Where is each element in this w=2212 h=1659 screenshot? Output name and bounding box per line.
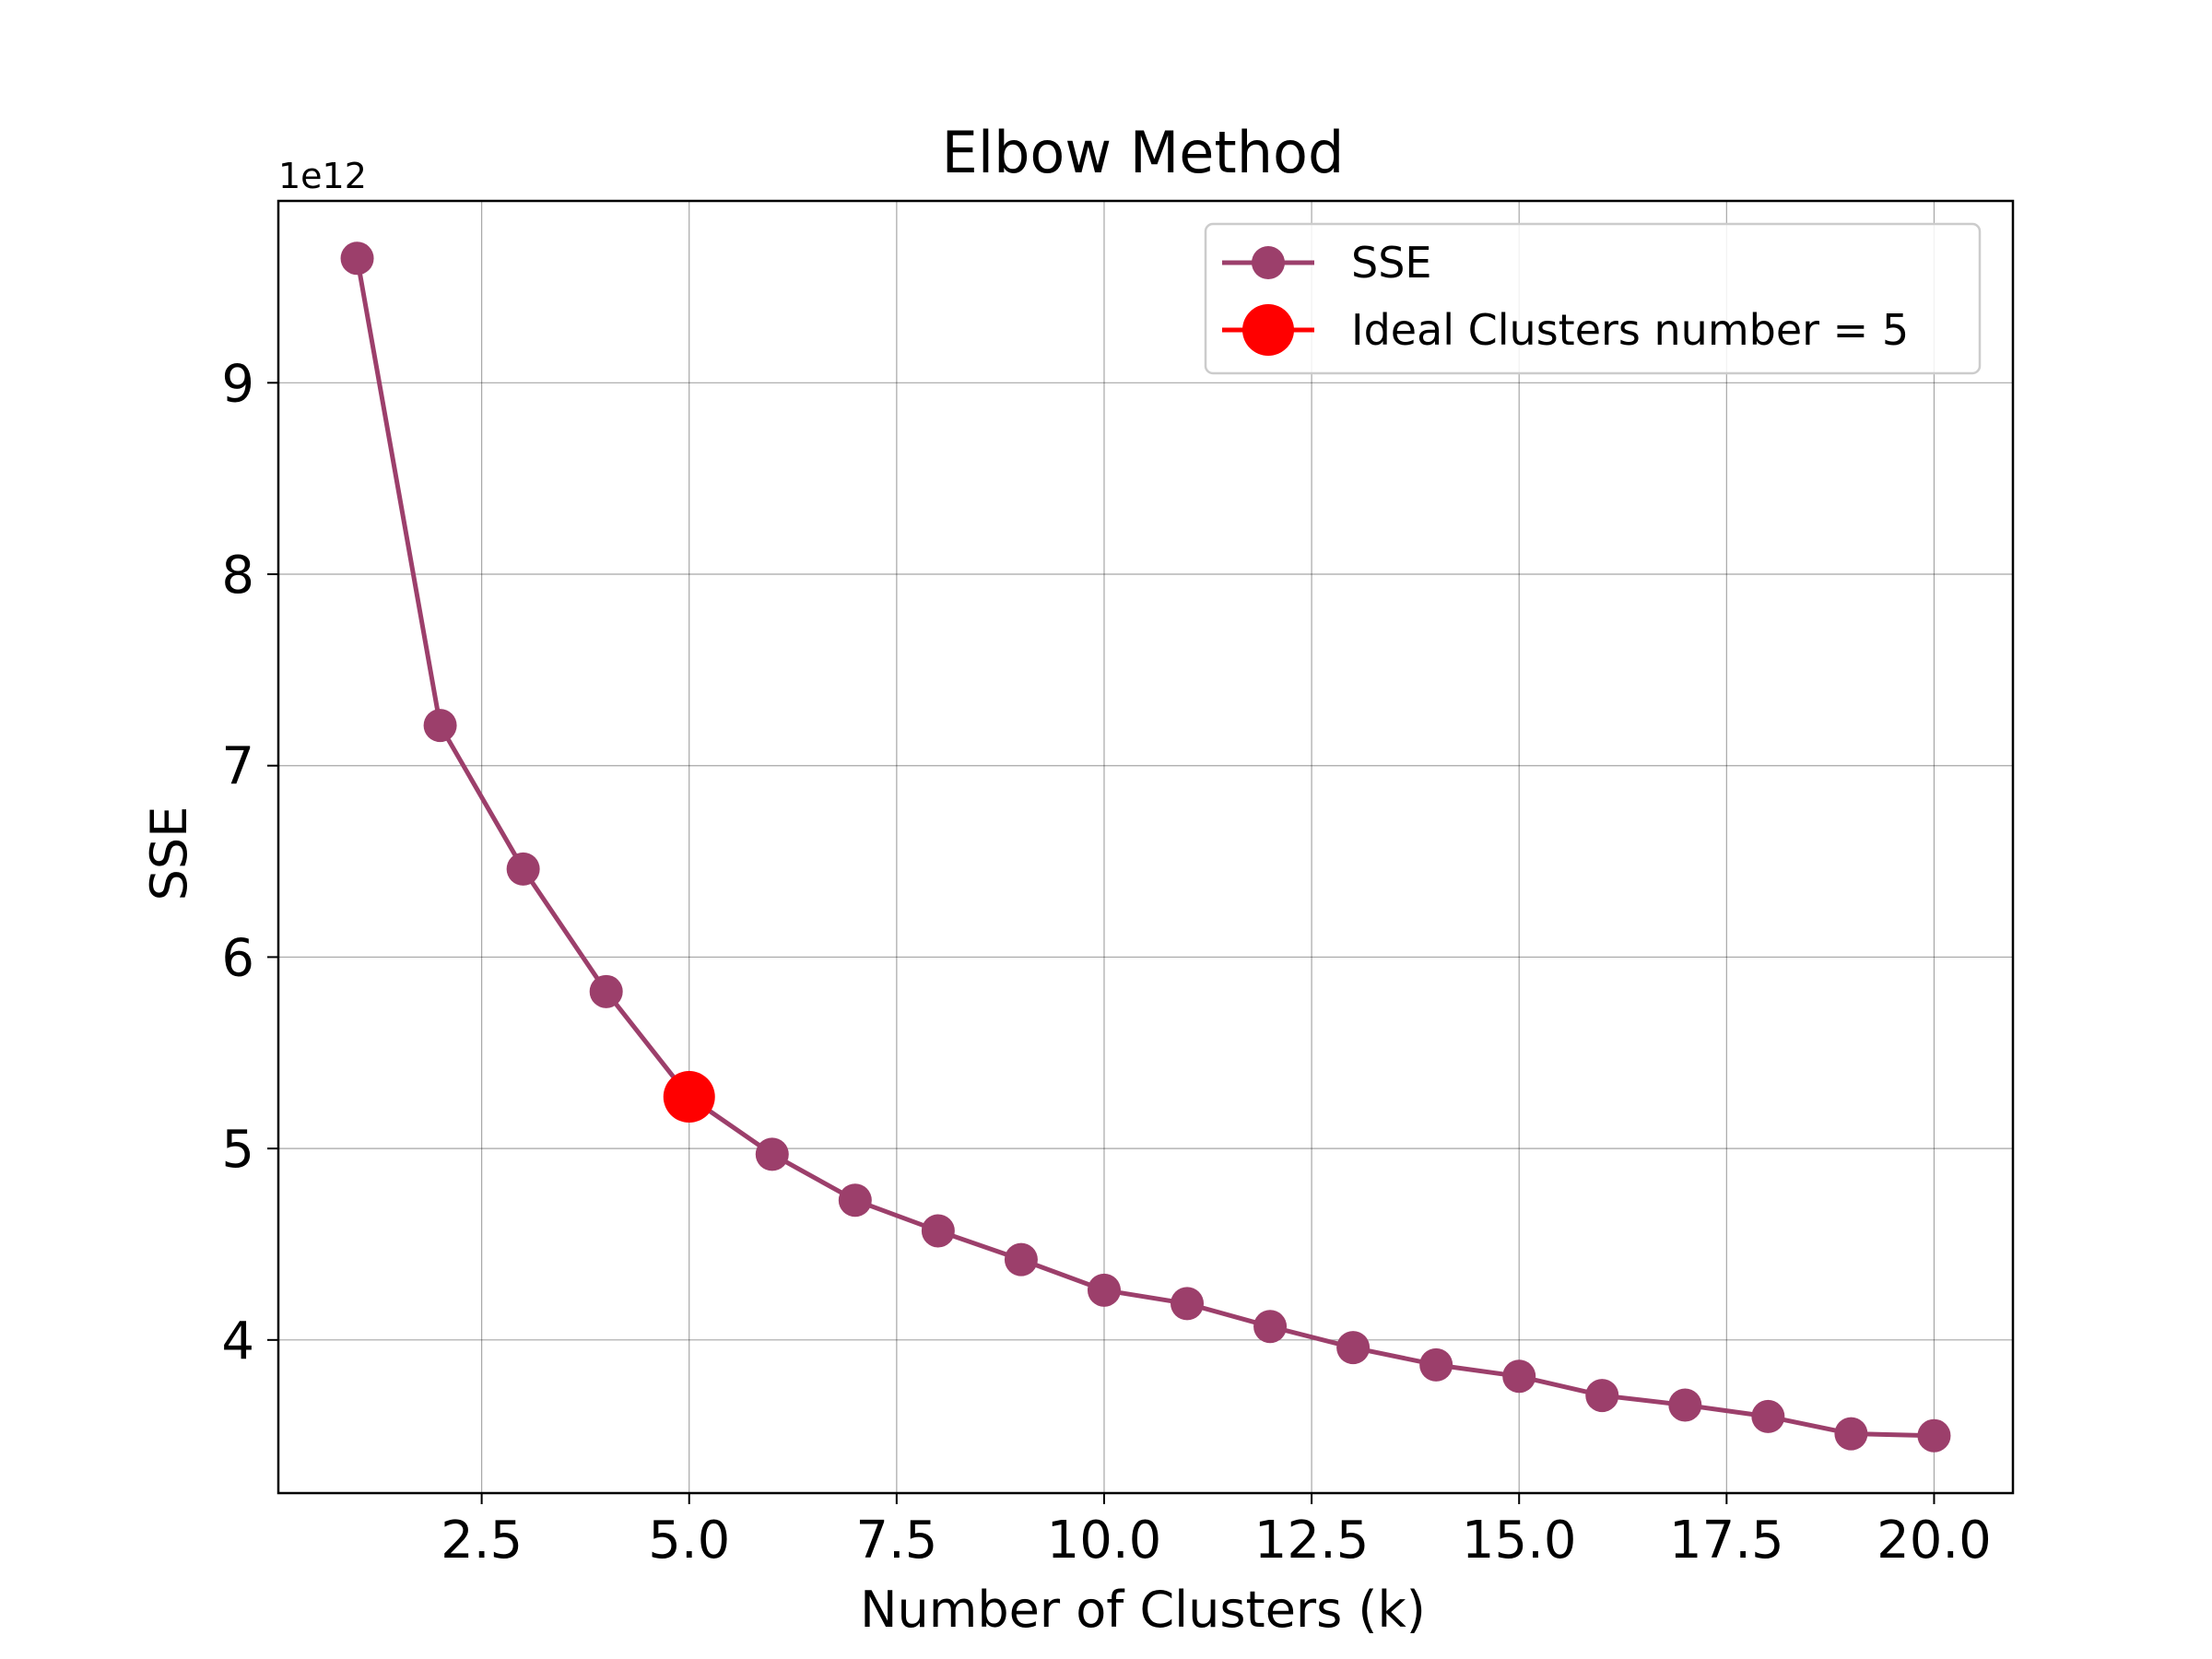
y-tick-label: 8 [221,546,254,606]
legend-ideal-marker [1242,304,1294,356]
y-axis-label: SSE [140,806,198,901]
sse-data-point [506,852,540,886]
sse-data-point [1834,1417,1868,1451]
plot-frame [276,199,2015,1495]
y-tick-label: 6 [221,928,254,988]
series-layer [340,241,1951,1453]
legend-label-ideal-clusters: Ideal Clusters number = 5 [1351,305,1909,355]
y-tick-label: 4 [221,1312,254,1371]
sse-data-point [1585,1379,1619,1413]
grid-lines [278,201,2013,1493]
sse-data-point [1004,1242,1038,1277]
sse-data-point [1336,1331,1371,1365]
y-tick-label: 9 [221,354,254,414]
sse-data-point [1917,1418,1951,1453]
x-tick-label: 17.5 [1669,1511,1784,1571]
sse-data-point [1419,1347,1453,1382]
sse-data-point [921,1214,955,1248]
y-axis-offset-label: 1e12 [278,156,367,196]
x-tick-label: 7.5 [855,1511,937,1571]
sse-data-point [340,241,374,276]
x-tick-label: 2.5 [441,1511,523,1571]
sse-data-point [1668,1388,1702,1422]
x-tick-label: 15.0 [1462,1511,1577,1571]
x-tick-label: 5.0 [648,1511,730,1571]
y-tick-label: 5 [221,1120,254,1180]
legend-sse-marker [1252,246,1285,279]
legend-box [1204,222,1982,375]
sse-data-point [589,974,623,1008]
x-tick-label: 12.5 [1254,1511,1370,1571]
axis-ticks: 2.5 5.0 7.5 10.0 12.5 15.0 17.5 20.0 4 5 6 7 8 9 [221,354,1991,1571]
sse-data-point [755,1137,789,1171]
x-tick-label: 10.0 [1047,1511,1162,1571]
y-tick-label: 7 [221,737,254,797]
sse-data-point [1087,1273,1121,1307]
chart-title: Elbow Method [942,119,1345,186]
sse-data-point [1171,1287,1205,1321]
sse-data-point [1751,1399,1785,1433]
legend: SSE Ideal Clusters number = 5 [1204,222,1982,375]
ideal-cluster-point [663,1071,715,1124]
sse-data-point [423,709,457,743]
sse-data-point [1253,1310,1288,1344]
sse-data-point [1502,1359,1536,1394]
x-axis-label: Number of Clusters (k) [860,1581,1426,1639]
x-tick-label: 20.0 [1877,1511,1992,1571]
sse-data-point [838,1183,872,1218]
legend-label-sse: SSE [1351,238,1431,288]
